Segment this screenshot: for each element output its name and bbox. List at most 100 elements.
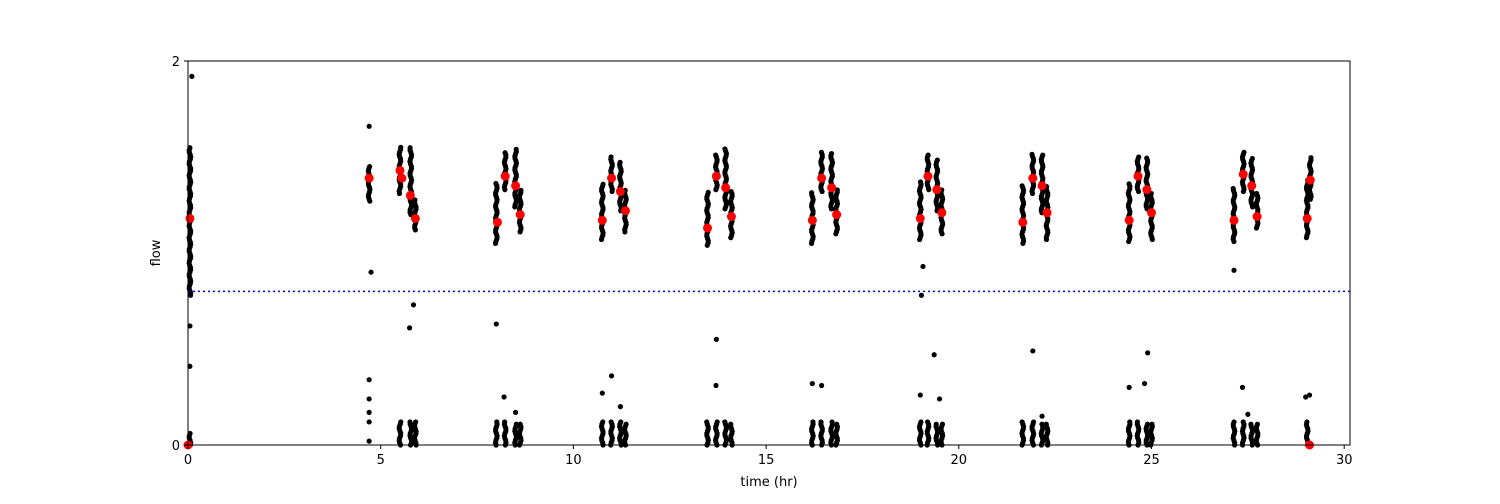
data-point	[925, 419, 931, 425]
data-point	[1144, 155, 1150, 161]
average-point	[1302, 213, 1312, 223]
x-axis: 0 5 10 15 20 25 30	[184, 445, 1353, 468]
data-point	[366, 123, 372, 129]
data-point	[828, 150, 835, 157]
data-point	[1127, 419, 1133, 425]
point-cluster	[1143, 155, 1151, 212]
average-point	[1238, 169, 1248, 179]
data-point	[187, 430, 193, 437]
data-point	[412, 197, 418, 203]
point-cluster	[598, 419, 606, 448]
data-point	[407, 325, 413, 331]
average-point	[620, 206, 630, 216]
average-point	[1133, 171, 1143, 181]
average-point	[615, 187, 625, 197]
data-point	[1141, 380, 1148, 387]
data-point	[704, 419, 710, 425]
point-cluster	[828, 419, 836, 448]
data-point	[1249, 155, 1255, 162]
point-cluster	[938, 421, 946, 448]
point-cluster	[1148, 421, 1155, 448]
point-cluster	[722, 419, 730, 448]
x-tick-label: 30	[1336, 453, 1353, 468]
data-point	[920, 263, 926, 270]
data-point	[722, 419, 728, 425]
point-cluster	[501, 419, 509, 448]
data-point	[1254, 421, 1261, 427]
average-point	[1018, 217, 1028, 227]
data-point	[918, 292, 925, 298]
average-point	[1028, 173, 1038, 183]
point-cluster	[1125, 419, 1133, 448]
data-point	[502, 419, 508, 425]
data-point	[398, 144, 404, 150]
average-point	[711, 171, 721, 181]
data-point	[1145, 350, 1151, 356]
point-cluster	[1230, 185, 1238, 245]
data-point	[1040, 152, 1046, 158]
data-point	[728, 421, 734, 427]
point-cluster	[1019, 183, 1027, 246]
average-point	[915, 213, 925, 223]
point-cluster	[492, 419, 500, 448]
point-cluster	[598, 181, 606, 243]
average-point	[397, 173, 407, 183]
point-cluster	[1038, 152, 1046, 216]
data-point	[1030, 419, 1037, 425]
data-point	[917, 392, 923, 398]
data-point	[728, 188, 734, 195]
point-cluster	[933, 157, 941, 214]
data-point	[189, 73, 195, 79]
average-point	[1147, 208, 1157, 218]
plot-marks	[183, 73, 1315, 450]
y-axis-label: flow	[149, 239, 164, 266]
data-point	[934, 157, 940, 163]
data-point	[1019, 183, 1025, 189]
data-point	[713, 382, 719, 389]
data-point	[517, 421, 523, 427]
data-point	[600, 419, 606, 425]
x-tick-label: 10	[565, 453, 582, 468]
x-tick-label: 25	[1143, 453, 1160, 468]
point-cluster	[933, 421, 941, 448]
data-point	[1144, 421, 1151, 427]
data-point	[513, 421, 519, 427]
average-point	[405, 190, 415, 200]
point-cluster	[501, 150, 509, 193]
data-point	[933, 421, 939, 427]
average-point	[832, 210, 842, 220]
data-point	[512, 409, 519, 415]
data-point	[810, 419, 816, 425]
data-point	[608, 419, 614, 425]
average-point	[597, 215, 607, 225]
data-point	[1029, 151, 1035, 157]
average-point	[817, 173, 827, 183]
average-point	[410, 213, 420, 223]
data-point	[618, 419, 624, 425]
point-cluster	[1230, 419, 1238, 448]
data-point	[1240, 419, 1246, 425]
average-point	[703, 223, 713, 233]
x-tick-label: 15	[758, 453, 775, 468]
data-point	[493, 321, 499, 327]
data-point	[501, 394, 507, 400]
data-point	[608, 154, 614, 160]
data-point	[931, 352, 937, 358]
data-point	[818, 419, 824, 425]
data-point	[1304, 419, 1310, 425]
point-cluster	[833, 421, 840, 448]
data-point	[1308, 155, 1314, 161]
average-point	[807, 215, 817, 225]
point-cluster	[396, 419, 404, 448]
average-point	[395, 165, 405, 175]
plot-frame	[187, 60, 1351, 446]
data-point	[407, 419, 413, 425]
average-point	[364, 173, 374, 183]
data-point	[617, 404, 624, 410]
data-point	[1149, 421, 1155, 427]
data-point	[600, 181, 606, 187]
data-point	[366, 419, 372, 425]
data-point	[939, 421, 946, 427]
data-point	[187, 323, 193, 329]
data-point	[918, 419, 924, 425]
